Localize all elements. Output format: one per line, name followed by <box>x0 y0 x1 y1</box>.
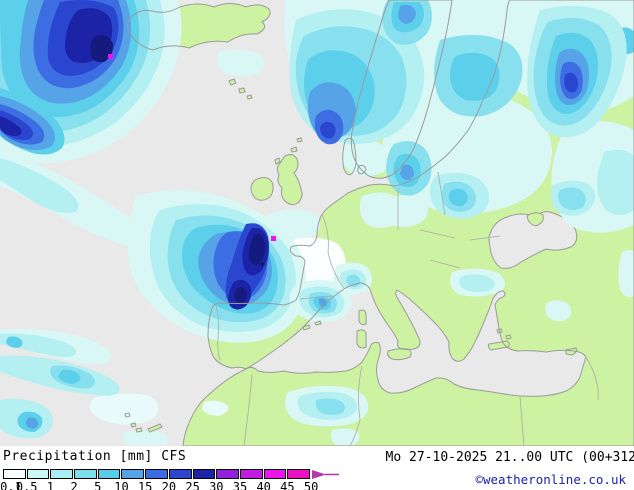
copyright-label: ©weatheronline.co.uk <box>475 472 626 487</box>
precip-system-northwest-atlantic <box>0 0 182 163</box>
legend-tick-label: 45 <box>280 480 295 490</box>
country-borders <box>215 171 599 446</box>
legend-tick-label: 5 <box>94 480 102 490</box>
legend-tick-label: 25 <box>185 480 200 490</box>
legend-segment <box>287 469 310 479</box>
datetime-label: Mo 27-10-2025 21..00 UTC (00+312 <box>385 450 634 465</box>
legend-segment <box>216 469 239 479</box>
precip-streaks-southwest <box>0 328 120 439</box>
legend-tick-label: 10 <box>114 480 129 490</box>
legend-overflow-arrow <box>312 470 339 479</box>
precip-system-balearic <box>289 280 352 323</box>
precipitation-fields <box>0 0 634 445</box>
legend-segment <box>3 469 26 479</box>
legend-segment <box>168 469 192 479</box>
precip-max-cross: + <box>259 260 266 270</box>
map-footer: Precipitation [mm] CFS Mo 27-10-2025 21.… <box>0 446 634 490</box>
legend-tick-labels: 0.1 0.5 1 2 5 10 15 20 25 30 35 40 45 50 <box>0 480 333 490</box>
precip-system-baltic <box>527 5 627 138</box>
legend-tick-label: 0.5 <box>15 480 38 490</box>
precip-tail-southwest <box>0 88 149 248</box>
legend-segment <box>74 469 97 479</box>
legend-segment <box>26 469 50 479</box>
legend-segment <box>145 469 168 479</box>
legend-tick-label: 2 <box>70 480 78 490</box>
map-canvas <box>0 0 634 446</box>
legend-bar <box>3 469 311 479</box>
legend-segment <box>97 469 121 479</box>
legend-segment <box>239 469 263 479</box>
precipitation-map: + <box>0 0 634 446</box>
black-sea <box>488 211 578 269</box>
precip-patches-north-africa <box>89 385 369 445</box>
legend-tick-label: 40 <box>256 480 271 490</box>
legend-tick-label: 50 <box>303 480 319 490</box>
legend-tick-label: 30 <box>209 480 224 490</box>
legend-tick-label: 0.1 <box>0 480 22 490</box>
precip-system-biscay <box>128 190 307 343</box>
precip-max-marker <box>108 54 113 59</box>
product-label: Precipitation [mm] CFS <box>3 449 187 464</box>
legend-tick-label: 1 <box>46 480 55 490</box>
legend-segment <box>192 469 216 479</box>
legend-tick-label: 20 <box>161 480 177 490</box>
precipitation-legend: 0.1 0.5 1 2 5 10 15 20 25 30 35 40 45 50 <box>0 469 339 490</box>
legend-tick-label: 15 <box>137 480 153 490</box>
precip-patches-eastern-europe <box>379 172 596 227</box>
legend-tick-label: 35 <box>232 480 248 490</box>
legend-segment <box>50 469 74 479</box>
precip-max-marker <box>271 236 276 241</box>
legend-segment <box>263 469 287 479</box>
legend-segment <box>121 469 145 479</box>
precip-patches-turkey <box>450 268 572 322</box>
